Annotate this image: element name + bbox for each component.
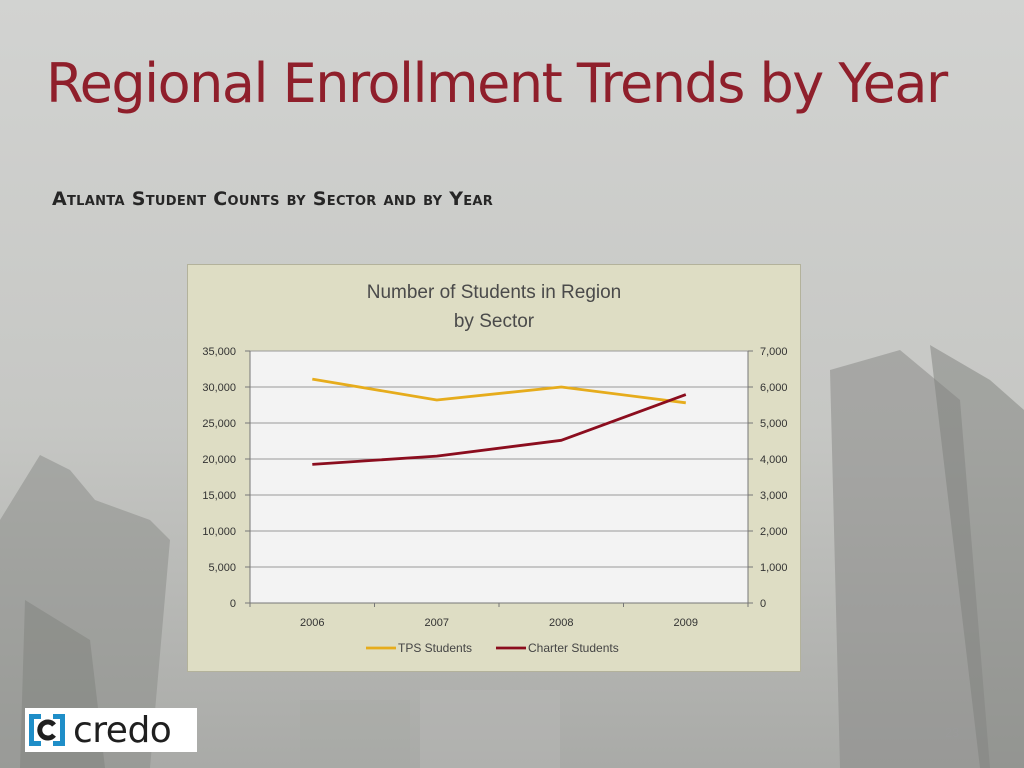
y-left-tick-label: 10,000 — [202, 526, 236, 538]
chart-title-line: Number of Students in Region — [367, 282, 622, 303]
y-left-tick-label: 25,000 — [202, 418, 236, 430]
y-left-tick-label: 5,000 — [208, 562, 236, 574]
chart-title-line: by Sector — [454, 311, 535, 332]
y-left-tick-label: 0 — [230, 598, 236, 610]
x-tick-label: 2009 — [674, 617, 698, 629]
y-right-tick-label: 5,000 — [760, 418, 788, 430]
credo-logo: credo — [25, 708, 197, 752]
y-left-tick-label: 20,000 — [202, 454, 236, 466]
y-left-tick-label: 15,000 — [202, 490, 236, 502]
credo-bracket-c-icon — [29, 714, 65, 746]
legend-label: Charter Students — [528, 641, 619, 655]
series-line-charter — [312, 393, 687, 466]
x-tick-label: 2006 — [300, 617, 324, 629]
y-right-tick-label: 1,000 — [760, 562, 788, 574]
y-right-tick-label: 3,000 — [760, 490, 788, 502]
legend-label: TPS Students — [398, 641, 472, 655]
y-right-tick-label: 4,000 — [760, 454, 788, 466]
y-right-tick-label: 0 — [760, 598, 766, 610]
slide-subtitle: Atlanta Student Counts by Sector and by … — [52, 188, 494, 210]
series-line-tps — [312, 377, 686, 405]
x-tick-label: 2007 — [425, 617, 449, 629]
line-chart: Number of Students in Region by Sector 0 0 5… — [202, 282, 788, 655]
credo-logo-text: credo — [73, 709, 172, 751]
page-number: 23 — [944, 725, 960, 740]
y-right-tick-label: 2,000 — [760, 526, 788, 538]
y-left-tick-label: 30,000 — [202, 382, 236, 394]
y-right-tick-label: 7,000 — [760, 346, 788, 358]
y-left-tick-label: 35,000 — [202, 346, 236, 358]
plot-area — [250, 351, 748, 603]
x-tick-label: 2008 — [549, 617, 573, 629]
chart-container: Number of Students in Region by Sector 0 0 5… — [187, 264, 801, 672]
y-right-tick-label: 6,000 — [760, 382, 788, 394]
slide-title: Regional Enrollment Trends by Year — [46, 52, 948, 115]
